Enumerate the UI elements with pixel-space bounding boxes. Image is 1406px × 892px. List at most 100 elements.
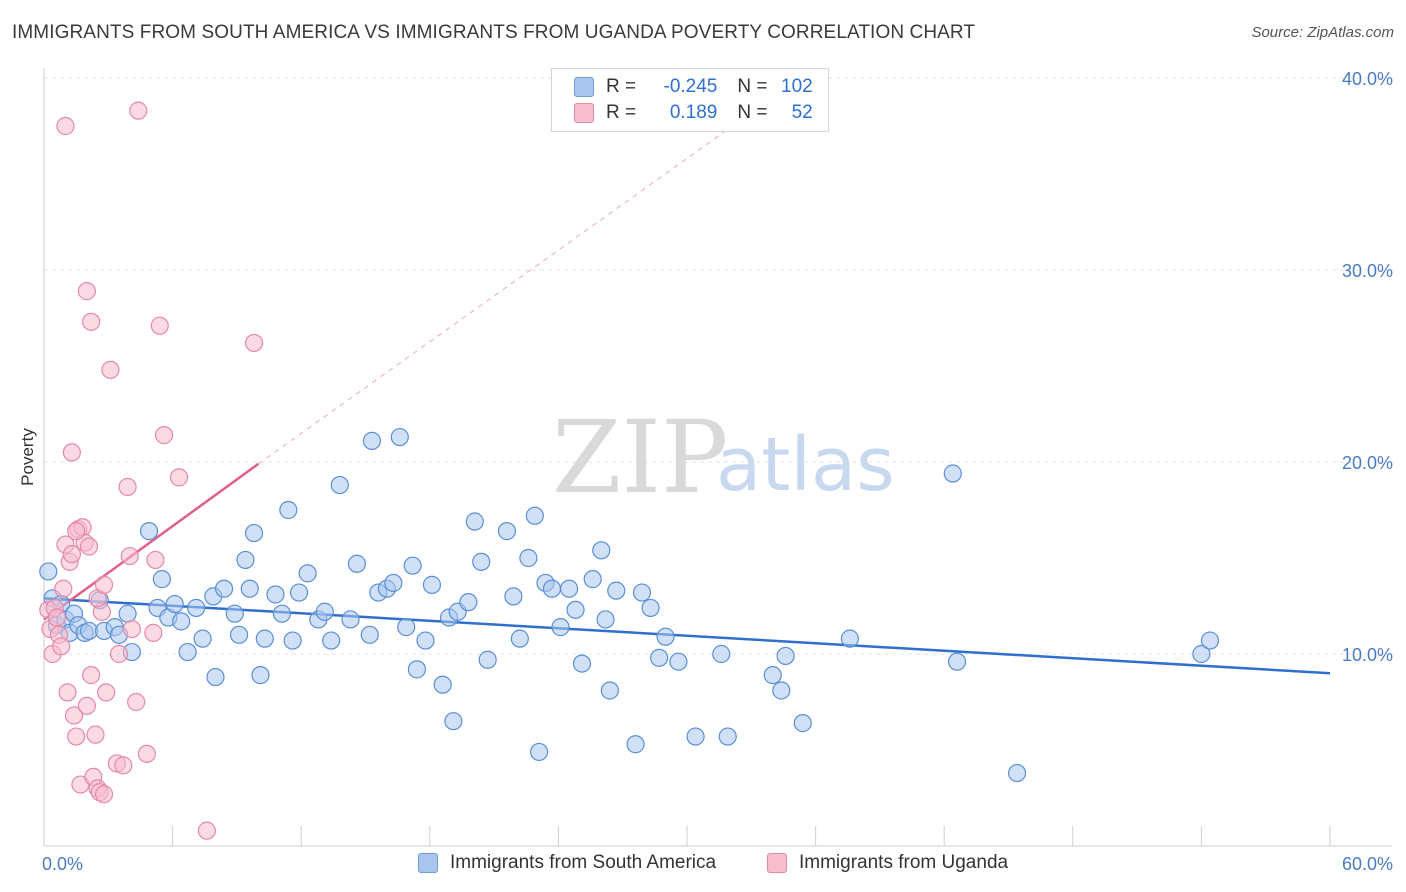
legend-n-value: 52 bbox=[791, 102, 813, 123]
data-point-uganda bbox=[64, 706, 84, 725]
y-tick-labels: 10.0% 20.0% 30.0% 40.0% bbox=[1342, 69, 1393, 665]
legend-r-label: R = bbox=[606, 102, 642, 123]
data-point-south-america bbox=[772, 681, 791, 700]
data-point-south-america bbox=[1192, 644, 1211, 664]
data-point-south-america bbox=[240, 579, 259, 598]
data-point-south-america bbox=[433, 675, 452, 694]
data-point-uganda bbox=[137, 744, 156, 763]
data-point-uganda bbox=[82, 312, 101, 331]
data-point-uganda bbox=[86, 725, 105, 744]
series-south-america bbox=[39, 427, 1220, 783]
correlation-legend: R = -0.245 N = 102 R = 0.189 N = 52 bbox=[551, 68, 829, 132]
data-point-south-america bbox=[497, 522, 517, 541]
data-point-south-america bbox=[283, 631, 302, 650]
data-point-uganda bbox=[129, 101, 148, 120]
data-point-south-america bbox=[607, 581, 626, 600]
legend-r-value: 0.189 bbox=[669, 102, 718, 123]
data-point-south-america bbox=[172, 612, 191, 631]
data-point-south-america bbox=[465, 512, 484, 531]
data-point-south-america bbox=[776, 646, 795, 666]
data-point-south-america bbox=[289, 583, 309, 602]
data-point-uganda bbox=[146, 550, 165, 570]
data-point-south-america bbox=[341, 610, 360, 629]
data-point-south-america bbox=[152, 570, 171, 589]
data-point-south-america bbox=[360, 625, 379, 644]
data-point-uganda bbox=[118, 477, 137, 497]
y-tick-label: 10.0% bbox=[1342, 645, 1393, 665]
data-point-south-america bbox=[298, 564, 317, 583]
data-point-south-america bbox=[251, 666, 270, 685]
y-tick-label: 20.0% bbox=[1342, 453, 1393, 473]
data-point-south-america bbox=[384, 573, 403, 593]
data-point-south-america bbox=[718, 727, 737, 746]
axes bbox=[43, 68, 1392, 847]
data-point-south-america bbox=[279, 500, 298, 520]
data-point-south-america bbox=[510, 629, 529, 648]
data-point-south-america bbox=[525, 506, 544, 525]
watermark-atlas: atlas bbox=[716, 422, 895, 508]
data-point-south-america bbox=[416, 631, 435, 650]
legend-r-label: R = bbox=[606, 76, 642, 97]
data-point-south-america bbox=[266, 585, 285, 604]
x-tick-label-end: 60.0% bbox=[1342, 854, 1393, 874]
data-point-south-america bbox=[390, 427, 409, 447]
legend-n-label: N = bbox=[737, 76, 773, 97]
data-point-south-america bbox=[542, 579, 562, 598]
data-point-uganda bbox=[122, 619, 141, 639]
legend-row-uganda: R = 0.189 N = 52 bbox=[574, 100, 813, 126]
series-uganda bbox=[39, 101, 264, 840]
trend-line-pink bbox=[43, 462, 260, 621]
data-point-south-america bbox=[187, 598, 206, 618]
data-point-uganda bbox=[101, 360, 120, 379]
data-point-south-america bbox=[560, 579, 579, 598]
data-point-uganda bbox=[79, 537, 99, 556]
data-point-south-america bbox=[947, 652, 967, 671]
data-point-uganda bbox=[77, 282, 96, 301]
data-point-uganda bbox=[82, 666, 101, 685]
data-point-south-america bbox=[592, 541, 611, 560]
series-legend-south-america: Immigrants from South America bbox=[418, 852, 716, 874]
trend-line-blue bbox=[43, 597, 1331, 675]
data-point-uganda bbox=[52, 637, 71, 656]
data-point-south-america bbox=[472, 552, 491, 571]
data-point-south-america bbox=[763, 666, 782, 685]
legend-n-value: 102 bbox=[781, 76, 813, 97]
series-swatch-blue bbox=[418, 853, 438, 873]
series-label-south-america: Immigrants from South America bbox=[450, 852, 717, 873]
data-point-uganda bbox=[58, 683, 77, 702]
legend-swatch-pink bbox=[574, 103, 594, 123]
data-point-south-america bbox=[632, 583, 652, 602]
data-point-south-america bbox=[656, 627, 675, 646]
data-point-uganda bbox=[144, 623, 163, 642]
data-point-south-america bbox=[596, 610, 615, 629]
y-axis-label: Poverty bbox=[18, 428, 37, 486]
data-point-south-america bbox=[459, 593, 478, 612]
y-tick-label: 30.0% bbox=[1342, 261, 1393, 281]
data-point-south-america bbox=[551, 618, 570, 637]
data-point-south-america bbox=[943, 464, 962, 483]
data-point-south-america bbox=[650, 648, 669, 667]
data-point-south-america bbox=[322, 631, 341, 650]
data-point-uganda bbox=[244, 333, 264, 353]
y-tick-label: 40.0% bbox=[1342, 69, 1393, 89]
legend-swatch-blue bbox=[574, 77, 594, 97]
data-point-uganda bbox=[67, 727, 86, 746]
data-point-south-america bbox=[1200, 631, 1220, 650]
data-point-south-america bbox=[397, 618, 416, 637]
series-label-uganda: Immigrants from Uganda bbox=[799, 852, 1009, 873]
data-point-south-america bbox=[139, 522, 159, 541]
watermark-zip: ZIP bbox=[552, 399, 728, 516]
data-point-uganda bbox=[62, 443, 81, 462]
legend-r-value: -0.245 bbox=[663, 76, 718, 97]
data-point-uganda bbox=[97, 683, 116, 702]
data-point-south-america bbox=[403, 556, 422, 575]
data-point-uganda bbox=[169, 468, 189, 487]
series-swatch-pink bbox=[767, 853, 787, 873]
data-point-south-america bbox=[272, 604, 292, 623]
series-legend-uganda: Immigrants from Uganda bbox=[767, 852, 1008, 874]
chart-title: IMMIGRANTS FROM SOUTH AMERICA VS IMMIGRA… bbox=[12, 22, 976, 43]
data-point-uganda bbox=[197, 821, 216, 840]
data-point-south-america bbox=[118, 604, 137, 623]
data-point-south-america bbox=[165, 594, 184, 614]
x-tick-labels: 0.0% 60.0% bbox=[42, 854, 1393, 874]
